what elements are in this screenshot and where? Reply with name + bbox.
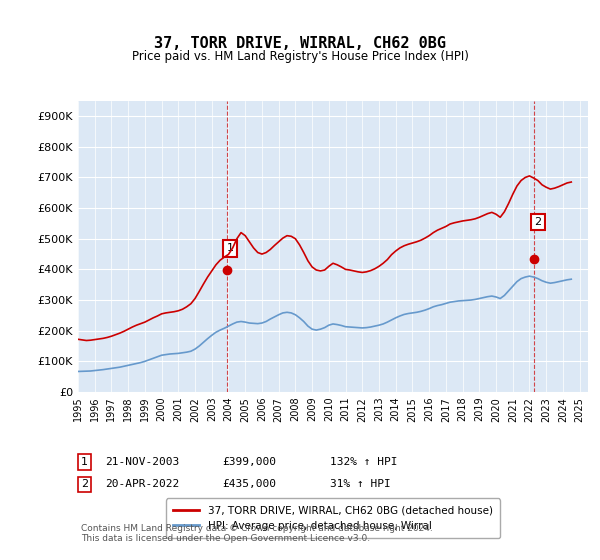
Text: 20-APR-2022: 20-APR-2022 — [105, 479, 179, 489]
Text: 2: 2 — [81, 479, 88, 489]
Text: Contains HM Land Registry data © Crown copyright and database right 2024.
This d: Contains HM Land Registry data © Crown c… — [81, 524, 433, 543]
Text: £435,000: £435,000 — [222, 479, 276, 489]
Text: 31% ↑ HPI: 31% ↑ HPI — [330, 479, 391, 489]
Text: 37, TORR DRIVE, WIRRAL, CH62 0BG: 37, TORR DRIVE, WIRRAL, CH62 0BG — [154, 36, 446, 52]
Text: 21-NOV-2003: 21-NOV-2003 — [105, 457, 179, 467]
Text: 1: 1 — [81, 457, 88, 467]
Text: 1: 1 — [227, 243, 233, 253]
Text: £399,000: £399,000 — [222, 457, 276, 467]
Legend: 37, TORR DRIVE, WIRRAL, CH62 0BG (detached house), HPI: Average price, detached : 37, TORR DRIVE, WIRRAL, CH62 0BG (detach… — [166, 498, 500, 538]
Text: Price paid vs. HM Land Registry's House Price Index (HPI): Price paid vs. HM Land Registry's House … — [131, 50, 469, 63]
Text: 2: 2 — [534, 217, 541, 227]
Text: 132% ↑ HPI: 132% ↑ HPI — [330, 457, 398, 467]
